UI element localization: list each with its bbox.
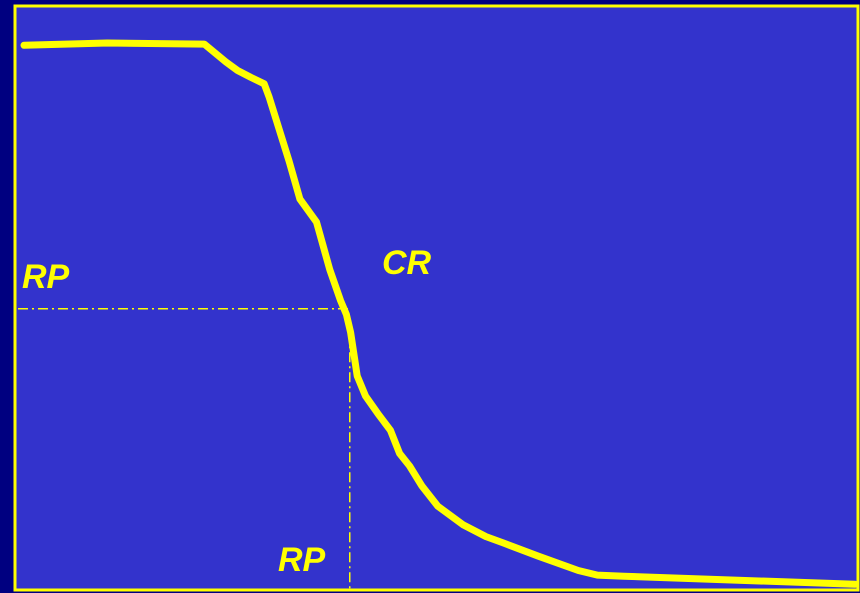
rp-bottom-label: RP [278,541,326,579]
guide-lines [18,308,351,590]
series-curve [20,39,859,588]
rp-left-label: RP [22,258,70,296]
plot-frame [13,4,860,592]
cr-label: CR [382,244,432,282]
